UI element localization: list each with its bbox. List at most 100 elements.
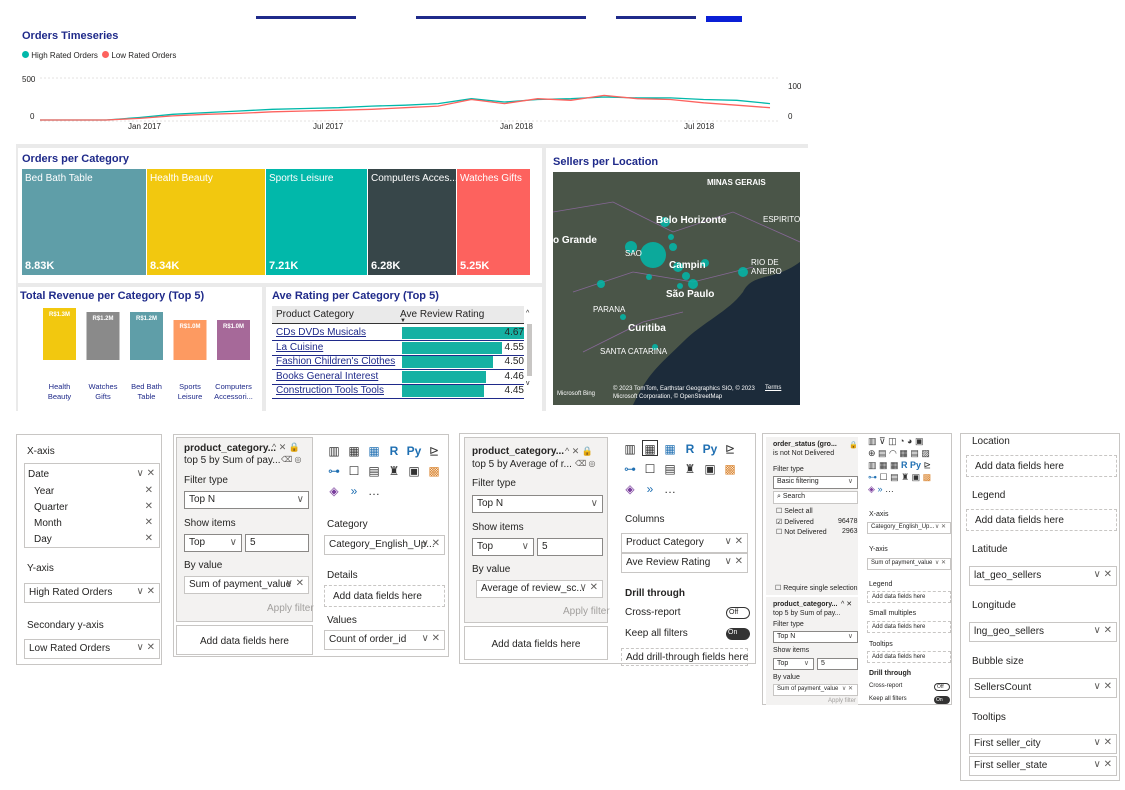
timeseries-visual[interactable]: Orders Timeseries High Rated Orders Low … bbox=[16, 22, 808, 144]
p4-tooltips-add[interactable]: Add data fields here bbox=[867, 651, 951, 663]
r-visual-icon[interactable]: R bbox=[389, 444, 399, 458]
bubble-size-well[interactable]: SellersCount ∨ ✕ bbox=[969, 678, 1117, 698]
date-year[interactable]: Year bbox=[34, 486, 55, 497]
by-value-well-2[interactable]: Average of review_sc... ∨ ✕ bbox=[476, 580, 603, 598]
flow-icon-2[interactable]: » bbox=[646, 482, 654, 496]
map-visual[interactable]: Sellers per Location MINAS GERAIS bbox=[546, 148, 808, 411]
decomposition-icon-2[interactable]: ⊶ bbox=[624, 462, 636, 476]
tooltip-city-well[interactable]: First seller_city ∨ ✕ bbox=[969, 734, 1117, 754]
map-canvas[interactable]: MINAS GERAIS Belo Horizonte ESPIRITO o G… bbox=[553, 172, 800, 405]
revenue-bar[interactable] bbox=[173, 320, 207, 360]
f2-show-dir[interactable]: Top ∨ bbox=[773, 658, 814, 670]
apply-filter-button-2[interactable]: Apply filter bbox=[563, 606, 610, 617]
year-remove-icon[interactable]: ✕ bbox=[144, 485, 153, 496]
filter-add-fields[interactable]: Add data fields here bbox=[176, 625, 313, 655]
powerautomate-icon-2[interactable]: ◈ bbox=[625, 482, 635, 496]
show-dir-select[interactable]: Top ∨ bbox=[184, 534, 242, 552]
filter-card-4[interactable]: product_category... ^ ✕ top 5 by Sum of … bbox=[766, 597, 858, 705]
timeseries-plot[interactable] bbox=[40, 77, 780, 122]
show-n-input[interactable]: 5 bbox=[245, 534, 309, 552]
revenue-bar[interactable] bbox=[86, 312, 120, 360]
scroll-down-icon[interactable]: v bbox=[526, 380, 530, 387]
kpi-icon-2[interactable]: ⊵ bbox=[724, 442, 736, 456]
show-dir-select-2[interactable]: Top ∨ bbox=[472, 538, 534, 556]
treemap-cell-bed-bath[interactable]: Bed Bath Table 8.83K bbox=[22, 169, 146, 275]
qa-icon-2[interactable]: ☐ bbox=[644, 462, 656, 476]
f2-apply[interactable]: Apply filter bbox=[828, 698, 857, 704]
table-row[interactable]: La Cuisine 4.55 bbox=[272, 341, 532, 356]
table-row[interactable]: Construction Tools Tools 4.45 bbox=[272, 384, 532, 399]
powerapps-icon-2[interactable]: ▩ bbox=[724, 462, 736, 476]
cross-report-toggle[interactable]: Off bbox=[726, 607, 750, 619]
quarter-remove-icon[interactable]: ✕ bbox=[144, 501, 153, 512]
r-visual-icon-2[interactable]: R bbox=[685, 442, 695, 456]
month-remove-icon[interactable]: ✕ bbox=[144, 517, 153, 528]
table-row[interactable]: Fashion Children's Clothes 4.50 bbox=[272, 355, 532, 370]
more-visuals-icon[interactable]: … bbox=[368, 484, 380, 498]
scroll-up-icon[interactable]: ^ bbox=[526, 310, 530, 317]
treemap-cell-health-beauty[interactable]: Health Beauty 8.34K bbox=[147, 169, 265, 275]
details-add-well[interactable]: Add data fields here bbox=[324, 585, 445, 607]
paginated-icon[interactable]: ▣ bbox=[408, 464, 420, 478]
revenue-bar[interactable] bbox=[217, 320, 250, 360]
treemap-visual[interactable]: Orders per Category Bed Bath Table 8.83K … bbox=[18, 148, 542, 283]
treemap-cell-watches-gifts[interactable]: Watches Gifts 5.25K bbox=[457, 169, 530, 275]
table-row[interactable]: Books General Interest 4.46 bbox=[272, 370, 532, 385]
f2-type-select[interactable]: Top N ∨ bbox=[773, 631, 858, 643]
column-product-category[interactable]: Product Category ∨ ✕ bbox=[621, 533, 748, 553]
day-remove-icon[interactable]: ✕ bbox=[144, 533, 153, 544]
date-month[interactable]: Month bbox=[34, 518, 62, 529]
map-terms-link[interactable]: Terms bbox=[765, 385, 782, 391]
rating-table[interactable]: Product Category Ave Review Rating ▼ CDs… bbox=[272, 306, 534, 406]
filter-type-select[interactable]: Top N ∨ bbox=[184, 491, 309, 509]
status-lock-icon[interactable]: 🔒 bbox=[849, 442, 858, 449]
qa-icon[interactable]: ☐ bbox=[348, 464, 360, 478]
matrix-icon-2[interactable]: ▦ bbox=[664, 442, 676, 456]
stacked-column-icon-2[interactable]: ▥ bbox=[624, 442, 636, 456]
filter-add-fields-2[interactable]: Add data fields here bbox=[464, 626, 608, 660]
narrative-icon[interactable]: ▤ bbox=[368, 464, 380, 478]
filter-card-icons[interactable]: ^ ✕ 🔒 bbox=[272, 442, 300, 452]
column-ave-review-rating[interactable]: Ave Review Rating ∨ ✕ bbox=[621, 553, 748, 573]
date-hierarchy-well[interactable]: Date ∨ ✕ Year ✕ Quarter ✕ Month ✕ Day ✕ bbox=[24, 463, 160, 548]
by-value-well[interactable]: Sum of payment_value ∨ ✕ bbox=[184, 576, 309, 594]
flow-icon[interactable]: » bbox=[350, 484, 358, 498]
filter-card-3[interactable]: order_status (gro... 🔒 is not Not Delive… bbox=[766, 437, 858, 595]
series-line-low[interactable] bbox=[40, 94, 771, 121]
more-visuals-icon-2[interactable]: … bbox=[664, 482, 676, 496]
select-all-option[interactable]: ☐ Select all bbox=[776, 508, 813, 515]
date-day[interactable]: Day bbox=[34, 534, 52, 545]
date-field[interactable]: Date bbox=[28, 469, 50, 480]
f2-show-n[interactable]: 5 bbox=[817, 658, 858, 670]
not-delivered-option[interactable]: ☐ Not Delivered bbox=[776, 529, 827, 536]
p4-xaxis-well[interactable]: Category_English_Up... ∨ ✕ bbox=[867, 522, 951, 534]
drill-add-well[interactable]: Add drill-through fields here bbox=[621, 648, 748, 666]
table-row[interactable]: CDs DVDs Musicals 4.67 bbox=[272, 326, 532, 341]
decomposition-icon[interactable]: ⊶ bbox=[328, 464, 340, 478]
secondary-yaxis-field-well[interactable]: Low Rated Orders ∨ ✕ bbox=[24, 639, 160, 659]
table-scrollbar[interactable]: ^ v bbox=[526, 310, 534, 398]
yaxis-field-well[interactable]: High Rated Orders ∨ ✕ bbox=[24, 583, 160, 603]
f2-icons[interactable]: ^ ✕ bbox=[841, 601, 853, 608]
rating-col-category[interactable]: Product Category bbox=[276, 309, 354, 320]
series-line-high[interactable] bbox=[40, 96, 771, 121]
filter-type-select-2[interactable]: Top N ∨ bbox=[472, 495, 603, 513]
p4-cross-toggle[interactable]: Off bbox=[934, 683, 950, 691]
trophy-icon[interactable]: ♜ bbox=[388, 464, 400, 478]
revenue-visual[interactable]: Total Revenue per Category (Top 5) R$1.3… bbox=[18, 287, 262, 411]
powerapps-icon[interactable]: ▩ bbox=[428, 464, 440, 478]
filter-card-2[interactable]: product_category... ^ ✕ 🔒 top 5 by Avera… bbox=[464, 437, 610, 623]
timeseries-legend[interactable]: High Rated Orders Low Rated Orders bbox=[22, 51, 176, 60]
status-filter-type[interactable]: Basic filtering ∨ bbox=[773, 476, 858, 489]
delivered-option[interactable]: ☑ Delivered bbox=[776, 519, 814, 526]
filter-card-icons-2[interactable]: ^ ✕ 🔒 bbox=[565, 446, 593, 456]
paginated-icon-2[interactable]: ▣ bbox=[704, 462, 716, 476]
apply-filter-button[interactable]: Apply filter bbox=[267, 603, 314, 614]
require-single-selection[interactable]: ☐ Require single selection bbox=[775, 585, 858, 592]
location-add-well[interactable]: Add data fields here bbox=[966, 455, 1117, 477]
p4-yaxis-well[interactable]: Sum of payment_value ∨ ✕ bbox=[867, 558, 951, 570]
narrative-icon-2[interactable]: ▤ bbox=[664, 462, 676, 476]
treemap-cell-sports-leisure[interactable]: Sports Leisure 7.21K bbox=[266, 169, 367, 275]
revenue-bar[interactable] bbox=[43, 308, 76, 360]
